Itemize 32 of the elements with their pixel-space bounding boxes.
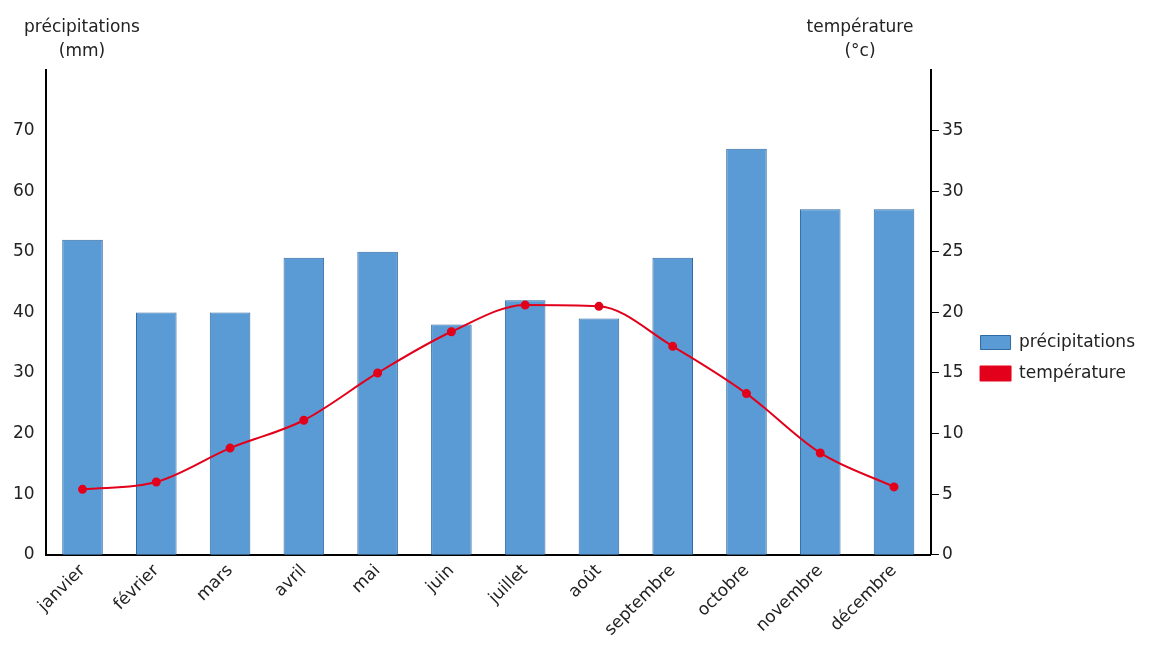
y2-tick-label: 30 — [941, 179, 964, 200]
point — [299, 415, 309, 425]
point — [225, 443, 235, 453]
y-tick-label: 20 — [12, 421, 35, 442]
y-tick-label: 50 — [12, 240, 35, 261]
legend-label: température — [1019, 361, 1126, 382]
point — [594, 301, 604, 311]
y-tick-label: 0 — [23, 543, 35, 564]
y-tick-label: 30 — [12, 361, 35, 382]
point — [373, 368, 383, 378]
point — [446, 327, 456, 337]
y2-tick-label: 35 — [941, 119, 964, 140]
point — [78, 484, 88, 494]
y2-tick-label: 5 — [941, 482, 953, 503]
y-tick-label: 10 — [12, 482, 35, 503]
point — [520, 300, 530, 310]
y-tick-label: 60 — [12, 179, 35, 200]
point — [815, 448, 825, 458]
point — [151, 477, 161, 487]
y2-tick-label: 10 — [941, 421, 964, 442]
point — [741, 389, 751, 399]
y2-axis-title: température (°c) — [805, 15, 915, 62]
y2-tick-label: 20 — [941, 300, 964, 321]
y-tick-label: 70 — [12, 119, 35, 140]
point — [668, 341, 678, 351]
y-tick-label: 40 — [12, 300, 35, 321]
y2-tick-label: 15 — [941, 361, 964, 382]
y2-tick-label: 0 — [941, 543, 953, 564]
point — [889, 482, 899, 492]
y-axis-title: précipitations (mm) — [23, 15, 141, 62]
y2-tick-label: 25 — [941, 240, 964, 261]
legend-label: précipitations — [1019, 330, 1136, 351]
